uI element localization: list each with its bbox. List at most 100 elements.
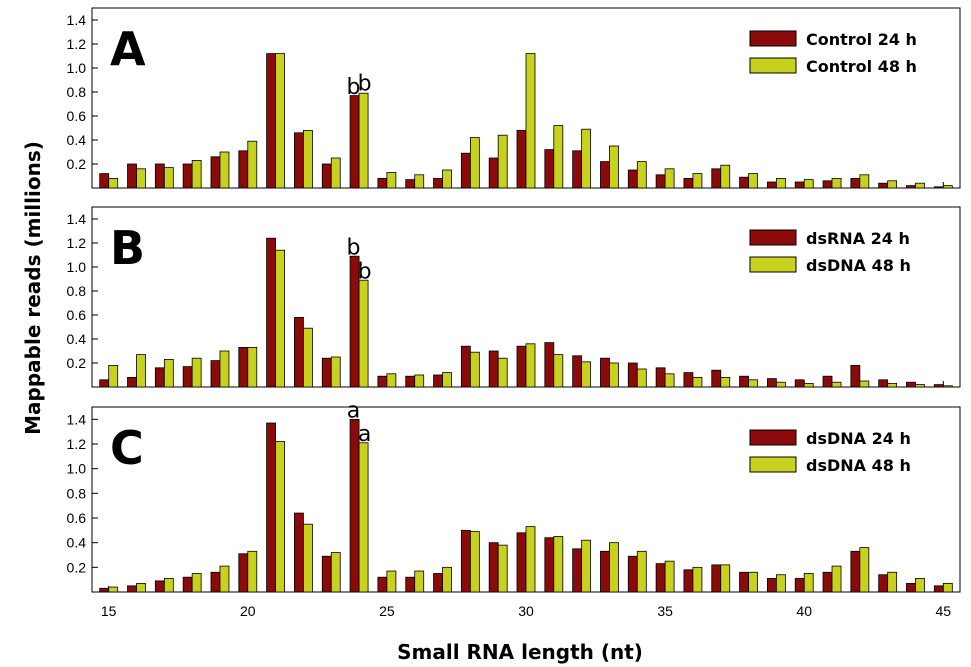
bar-series1 bbox=[683, 569, 694, 593]
bar-series2 bbox=[525, 526, 536, 593]
bar-series2 bbox=[414, 570, 425, 593]
y-axis-title: Mappable reads (millions) bbox=[21, 141, 45, 435]
y-tick-label: 0.8 bbox=[67, 283, 87, 299]
bar-series1 bbox=[850, 177, 861, 189]
bar-series2 bbox=[859, 547, 870, 593]
bar-series1 bbox=[460, 529, 471, 593]
legend-label: dsDNA 24 h bbox=[806, 429, 911, 448]
bar-series1 bbox=[766, 378, 777, 388]
bar-series2 bbox=[358, 442, 369, 593]
bar-series2 bbox=[497, 134, 508, 189]
bar-series1 bbox=[377, 576, 388, 593]
bar-series2 bbox=[275, 53, 286, 189]
bar-series2 bbox=[163, 167, 174, 189]
bar-series1 bbox=[294, 132, 304, 189]
bar-series2 bbox=[581, 539, 592, 593]
y-tick-label: 0.6 bbox=[67, 108, 87, 124]
bar-series1 bbox=[516, 345, 527, 388]
bar-series1 bbox=[321, 163, 332, 189]
x-tick-label: 40 bbox=[796, 603, 812, 619]
panel-letter: A bbox=[110, 22, 146, 76]
bar-series2 bbox=[748, 379, 758, 388]
bar-series1 bbox=[460, 152, 471, 189]
bar-series1 bbox=[127, 376, 137, 388]
bar-series2 bbox=[942, 582, 953, 593]
bar-series1 bbox=[294, 512, 304, 593]
bar-series2 bbox=[636, 368, 647, 388]
y-tick-label: 0.4 bbox=[67, 132, 87, 148]
bar-series2 bbox=[887, 180, 898, 189]
bar-series2 bbox=[664, 560, 675, 593]
bar-series2 bbox=[553, 536, 564, 593]
bar-series1 bbox=[266, 53, 277, 189]
legend-label: dsRNA 24 h bbox=[806, 229, 910, 248]
bar-series1 bbox=[154, 163, 165, 189]
bar-series1 bbox=[739, 176, 749, 189]
y-tick-label: 1.2 bbox=[67, 235, 87, 251]
bar-series1 bbox=[321, 555, 332, 593]
bar-series2 bbox=[497, 544, 508, 593]
bar-series2 bbox=[831, 565, 842, 593]
bar-series1 bbox=[683, 372, 694, 388]
bar-series2 bbox=[553, 125, 564, 189]
bar-series2 bbox=[247, 140, 258, 189]
bar-series2 bbox=[330, 552, 341, 593]
y-tick-label: 0.8 bbox=[67, 84, 87, 100]
bar-annotation: b bbox=[347, 75, 361, 100]
bar-series2 bbox=[303, 523, 313, 593]
bar-series1 bbox=[238, 150, 249, 189]
bar-series1 bbox=[572, 355, 583, 388]
bar-series2 bbox=[748, 571, 758, 593]
y-tick-label: 1.2 bbox=[67, 36, 87, 52]
bar-series2 bbox=[136, 354, 146, 388]
bar-series1 bbox=[182, 366, 193, 388]
bar-series1 bbox=[627, 169, 638, 189]
panel-letter: C bbox=[110, 421, 144, 475]
x-tick-label: 15 bbox=[101, 603, 117, 619]
bar-series1 bbox=[154, 580, 165, 593]
y-tick-label: 0.2 bbox=[67, 559, 87, 575]
bar-series2 bbox=[609, 362, 619, 388]
bar-series1 bbox=[238, 553, 249, 593]
bar-series1 bbox=[600, 550, 610, 593]
legend-swatch bbox=[749, 456, 797, 473]
bar-series1 bbox=[182, 163, 193, 189]
bar-series1 bbox=[933, 186, 944, 189]
bar-series2 bbox=[469, 531, 480, 593]
x-tick-label: 20 bbox=[240, 603, 256, 619]
y-tick-label: 0.4 bbox=[67, 331, 87, 347]
bar-series1 bbox=[933, 585, 944, 593]
bar-series2 bbox=[414, 374, 425, 388]
bar-series1 bbox=[739, 375, 749, 388]
bar-series2 bbox=[358, 92, 369, 189]
legend-swatch bbox=[749, 256, 797, 273]
bar-series2 bbox=[803, 179, 814, 189]
bar-series1 bbox=[405, 576, 416, 593]
bar-series1 bbox=[377, 375, 388, 388]
bar-series2 bbox=[915, 182, 925, 189]
y-tick-label: 0.6 bbox=[67, 510, 87, 526]
x-tick-label: 25 bbox=[379, 603, 395, 619]
bar-series2 bbox=[720, 564, 731, 593]
bar-series2 bbox=[163, 358, 174, 388]
bar-series1 bbox=[572, 548, 583, 593]
legend-label: Control 24 h bbox=[806, 30, 917, 49]
bar-series2 bbox=[469, 137, 480, 189]
bar-series1 bbox=[878, 182, 889, 189]
bar-series2 bbox=[859, 380, 870, 388]
legend-swatch bbox=[749, 57, 797, 74]
legend-swatch bbox=[749, 229, 797, 246]
x-tick-label: 45 bbox=[936, 603, 952, 619]
bar-series1 bbox=[488, 157, 499, 189]
panel-a: 0.2 0.4 0.6 0.8 1.0 1.2 1.4 bb A Control 24 h Cont… bbox=[67, 7, 961, 189]
bar-series2 bbox=[775, 177, 786, 189]
bar-series2 bbox=[442, 169, 452, 189]
bar-annotation: a bbox=[347, 399, 360, 424]
bar-series1 bbox=[127, 585, 137, 593]
bar-series2 bbox=[219, 151, 230, 189]
bar-annotation: b bbox=[358, 71, 372, 96]
bar-annotation: a bbox=[358, 422, 371, 447]
y-tick-label: 0.2 bbox=[67, 156, 87, 172]
